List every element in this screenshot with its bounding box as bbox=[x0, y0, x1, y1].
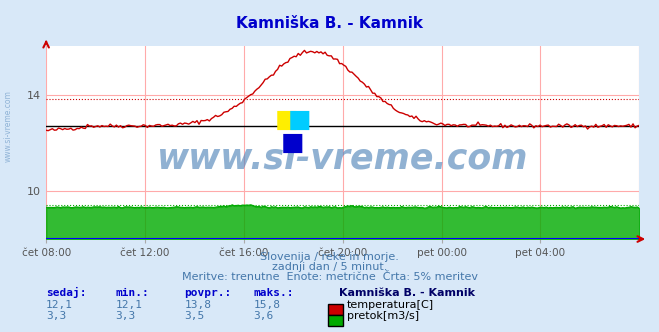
Text: ■: ■ bbox=[275, 108, 298, 132]
Text: 13,8: 13,8 bbox=[185, 300, 212, 310]
Text: 3,6: 3,6 bbox=[254, 311, 274, 321]
Text: povpr.:: povpr.: bbox=[185, 288, 232, 298]
Text: maks.:: maks.: bbox=[254, 288, 294, 298]
Text: 3,3: 3,3 bbox=[115, 311, 136, 321]
Text: 3,5: 3,5 bbox=[185, 311, 205, 321]
Text: Kamniška B. - Kamnik: Kamniška B. - Kamnik bbox=[236, 16, 423, 31]
Text: 12,1: 12,1 bbox=[46, 300, 73, 310]
Text: www.si-vreme.com: www.si-vreme.com bbox=[3, 90, 13, 162]
Text: 12,1: 12,1 bbox=[115, 300, 142, 310]
Text: Slovenija / reke in morje.: Slovenija / reke in morje. bbox=[260, 252, 399, 262]
Text: zadnji dan / 5 minut.: zadnji dan / 5 minut. bbox=[272, 262, 387, 272]
Text: 3,3: 3,3 bbox=[46, 311, 67, 321]
Text: min.:: min.: bbox=[115, 288, 149, 298]
Text: Kamniška B. - Kamnik: Kamniška B. - Kamnik bbox=[339, 288, 475, 298]
Text: sedaj:: sedaj: bbox=[46, 287, 86, 298]
Text: pretok[m3/s]: pretok[m3/s] bbox=[347, 311, 418, 321]
Text: ■: ■ bbox=[281, 131, 304, 155]
Text: www.si-vreme.com: www.si-vreme.com bbox=[157, 141, 529, 175]
Text: 15,8: 15,8 bbox=[254, 300, 281, 310]
Text: ■: ■ bbox=[287, 108, 311, 132]
Text: Meritve: trenutne  Enote: metrične  Črta: 5% meritev: Meritve: trenutne Enote: metrične Črta: … bbox=[181, 272, 478, 282]
Text: temperatura[C]: temperatura[C] bbox=[347, 300, 434, 310]
